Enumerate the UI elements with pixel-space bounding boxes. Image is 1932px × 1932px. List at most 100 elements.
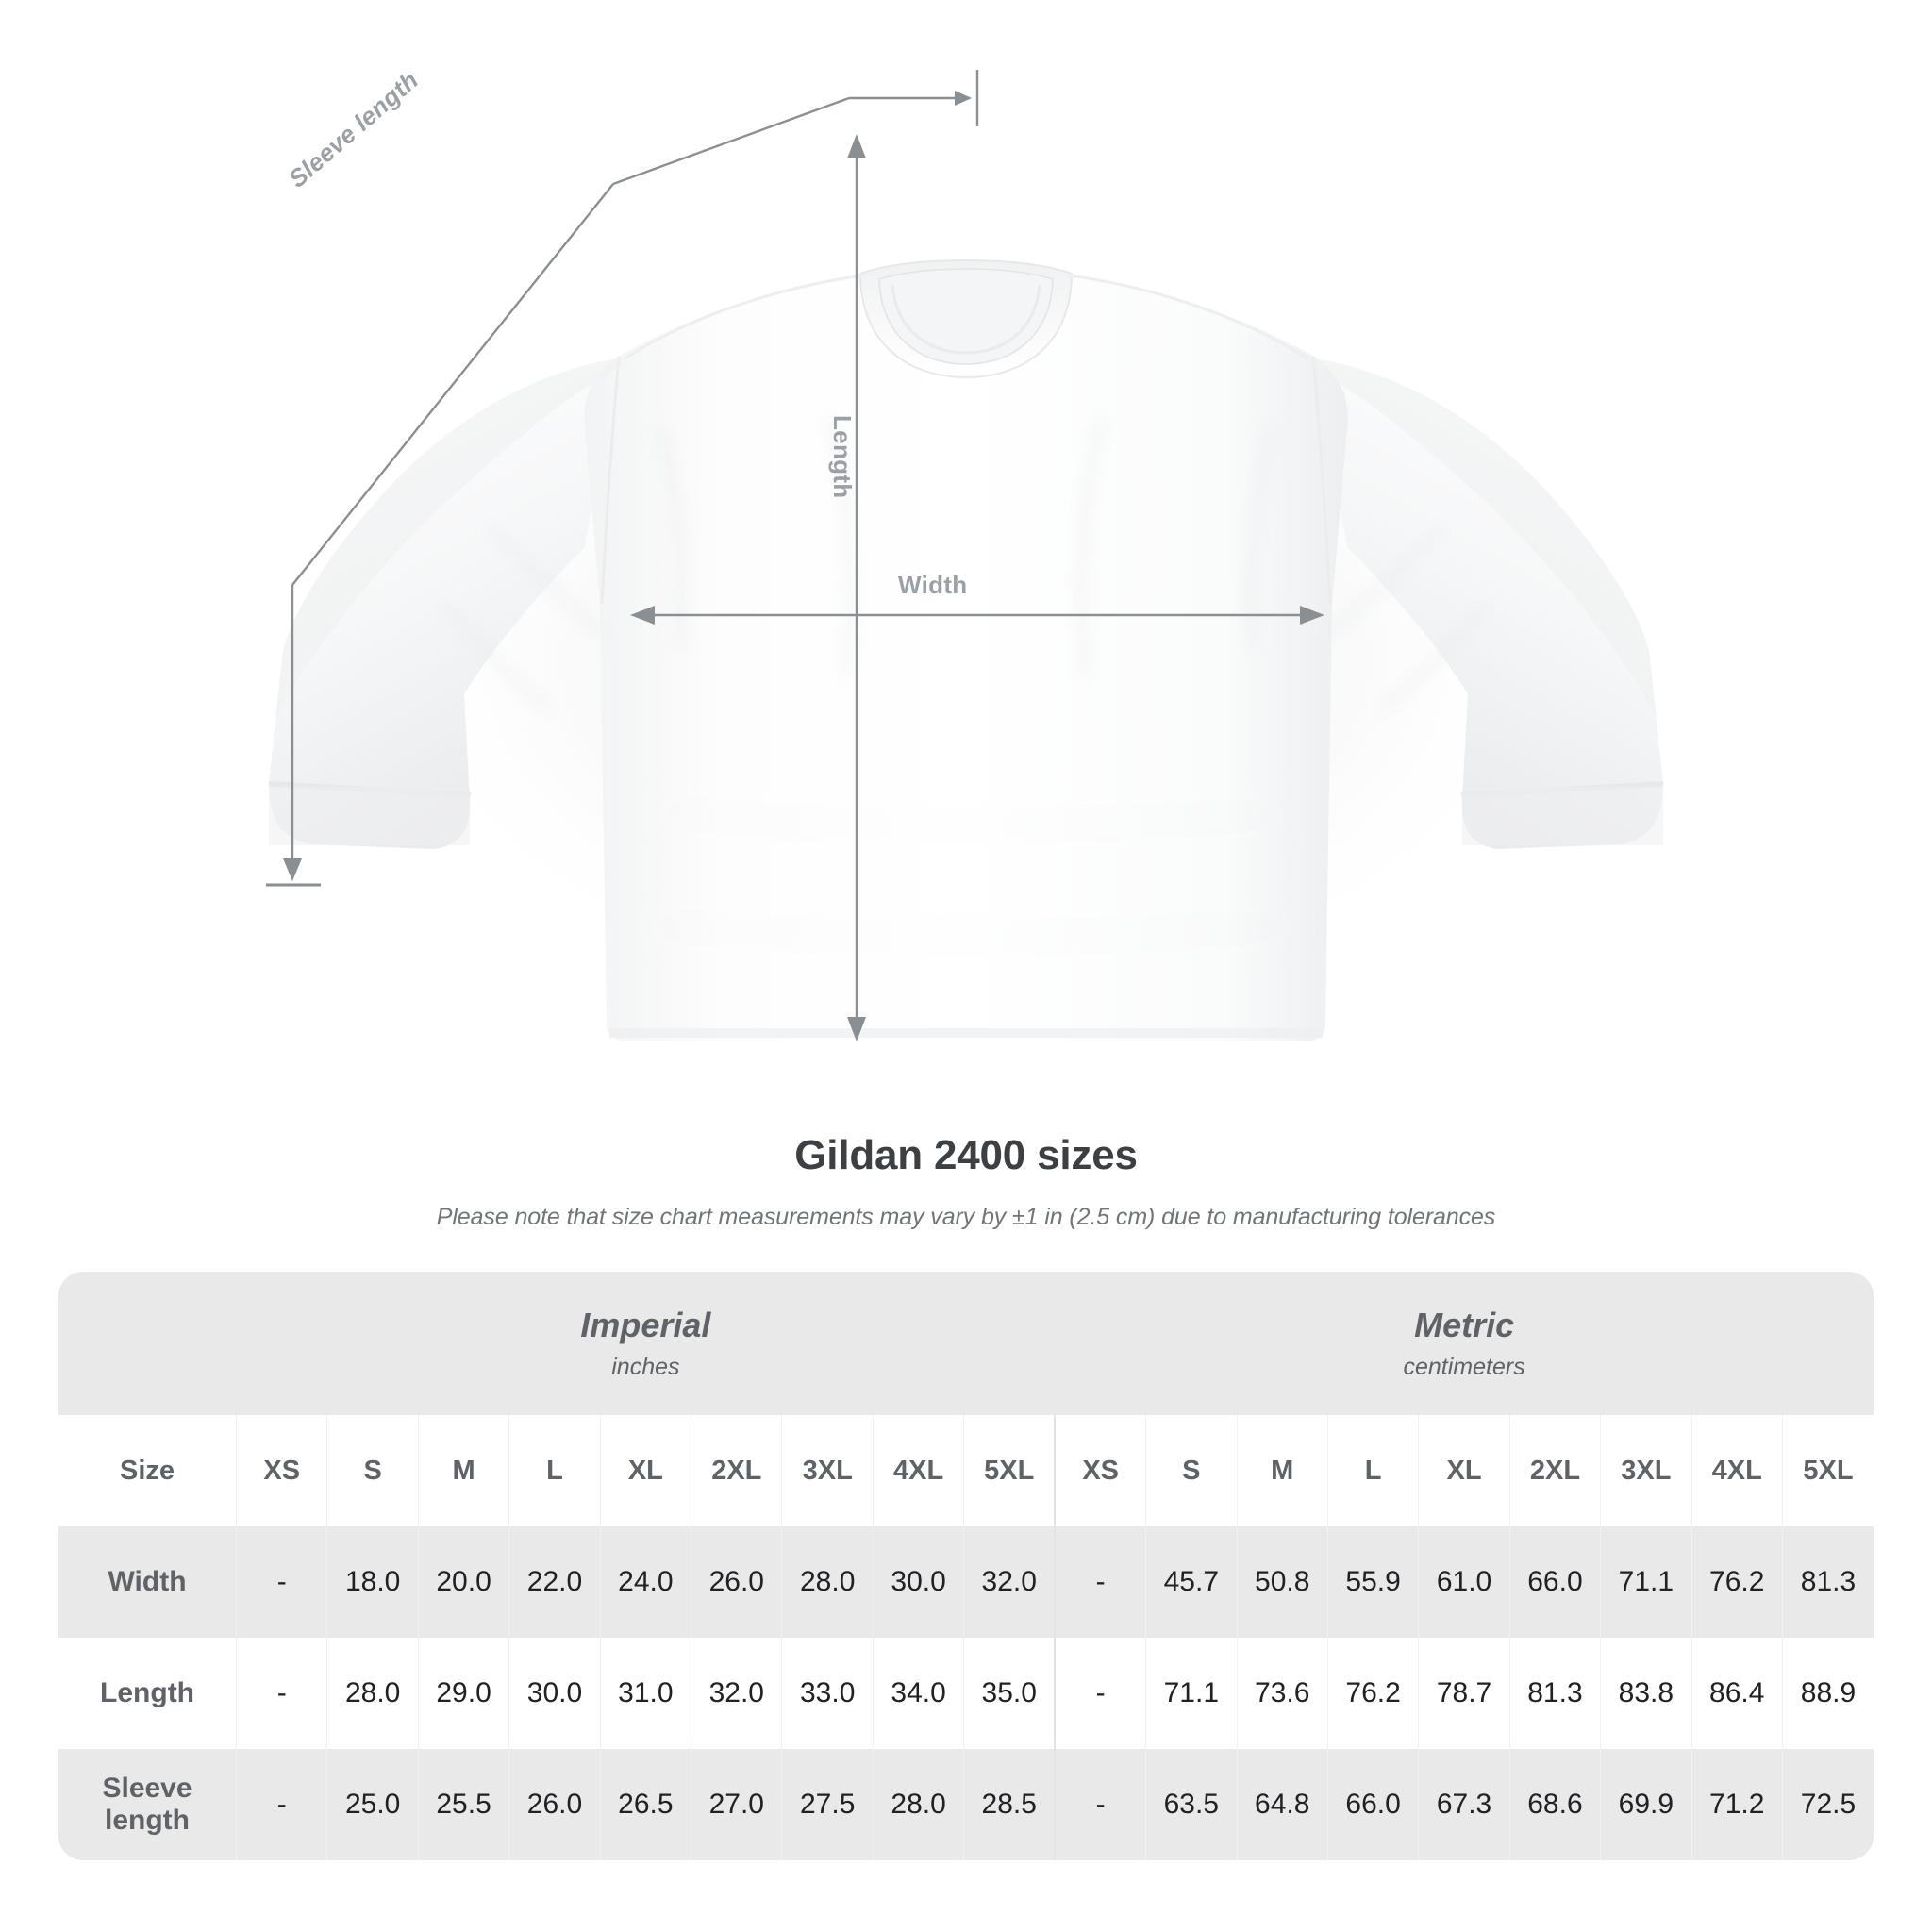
cell-sleeve-length-metric-s: 63.5 (1145, 1749, 1238, 1860)
cell-width-metric-2xl: 66.0 (1509, 1526, 1602, 1638)
cell-length-metric-3xl: 83.8 (1600, 1638, 1692, 1749)
unit-section-imperial: Imperial inches (236, 1272, 1056, 1415)
cell-sleeve-length-metric-3xl: 69.9 (1600, 1749, 1692, 1860)
cell-sleeve-length-metric-xl: 67.3 (1418, 1749, 1510, 1860)
unit-section-sub: inches (611, 1354, 680, 1381)
size-header-metric-2xl: 2XL (1509, 1415, 1602, 1526)
size-header-metric-xs: XS (1055, 1415, 1147, 1526)
cell-width-imperial-s: 18.0 (326, 1526, 419, 1638)
shirt-shape (269, 258, 1663, 1041)
cell-sleeve-length-imperial-4xl: 28.0 (873, 1749, 965, 1860)
garment-diagram-svg (266, 70, 1663, 1041)
cell-width-imperial-xl: 24.0 (600, 1526, 692, 1638)
cell-length-imperial-5xl: 35.0 (963, 1638, 1057, 1749)
cell-sleeve-length-imperial-2xl: 27.0 (691, 1749, 783, 1860)
title-block: Gildan 2400 sizes Please note that size … (0, 1132, 1932, 1231)
cell-length-imperial-s: 28.0 (326, 1638, 419, 1749)
cell-sleeve-length-imperial-xs: - (236, 1749, 328, 1860)
unit-section-metric: Metric centimeters (1055, 1272, 1874, 1415)
cell-sleeve-length-imperial-3xl: 27.5 (781, 1749, 874, 1860)
cell-sleeve-length-metric-5xl: 72.5 (1782, 1749, 1874, 1860)
cell-length-metric-4xl: 86.4 (1691, 1638, 1783, 1749)
cell-width-metric-xs: - (1055, 1526, 1147, 1638)
size-header-imperial-xl: XL (600, 1415, 692, 1526)
size-header-imperial-5xl: 5XL (963, 1415, 1057, 1526)
cell-width-imperial-5xl: 32.0 (963, 1526, 1057, 1638)
size-header-metric-5xl: 5XL (1782, 1415, 1874, 1526)
cell-sleeve-length-metric-4xl: 71.2 (1691, 1749, 1783, 1860)
cell-width-imperial-l: 22.0 (508, 1526, 601, 1638)
page-subtitle: Please note that size chart measurements… (436, 1204, 1496, 1230)
cell-length-metric-l: 76.2 (1327, 1638, 1420, 1749)
size-header-imperial-2xl: 2XL (691, 1415, 783, 1526)
cell-sleeve-length-imperial-l: 26.0 (508, 1749, 601, 1860)
width-measure-label: Width (898, 571, 968, 599)
cell-length-metric-m: 73.6 (1237, 1638, 1328, 1749)
cell-width-imperial-4xl: 30.0 (873, 1526, 965, 1638)
size-header-row: Size XS S M L XL 2XL 3XL 4XL 5XL XS S M L XL 2XL 3XL 4XL 5… (58, 1415, 1874, 1526)
row-label-sleeve-length: Sleeve length (58, 1749, 238, 1860)
unit-section-name: Imperial (580, 1305, 711, 1344)
cell-width-imperial-3xl: 28.0 (781, 1526, 874, 1638)
cell-sleeve-length-imperial-xl: 26.5 (600, 1749, 692, 1860)
cell-width-imperial-2xl: 26.0 (691, 1526, 783, 1638)
size-header-metric-l: L (1327, 1415, 1420, 1526)
cell-length-metric-5xl: 88.9 (1782, 1638, 1874, 1749)
size-header-imperial-xs: XS (236, 1415, 328, 1526)
size-header-label: Size (58, 1415, 238, 1526)
size-header-imperial-l: L (508, 1415, 601, 1526)
cell-width-metric-s: 45.7 (1145, 1526, 1238, 1638)
cell-width-metric-l: 55.9 (1327, 1526, 1420, 1638)
size-header-metric-s: S (1145, 1415, 1238, 1526)
cell-length-metric-xl: 78.7 (1418, 1638, 1510, 1749)
cell-length-imperial-2xl: 32.0 (691, 1638, 783, 1749)
size-header-imperial-m: M (418, 1415, 510, 1526)
size-chart-table: Imperial inches Metric centimeters Size XS S M L… (58, 1272, 1874, 1860)
cell-width-metric-4xl: 76.2 (1691, 1526, 1783, 1638)
cell-sleeve-length-imperial-m: 25.5 (418, 1749, 510, 1860)
size-header-imperial-4xl: 4XL (873, 1415, 965, 1526)
unit-section-name: Metric (1414, 1305, 1515, 1344)
measurement-guides (266, 70, 1324, 1041)
cell-width-metric-5xl: 81.3 (1782, 1526, 1874, 1638)
cell-width-metric-3xl: 71.1 (1600, 1526, 1692, 1638)
cell-sleeve-length-imperial-s: 25.0 (326, 1749, 419, 1860)
cell-length-imperial-4xl: 34.0 (873, 1638, 965, 1749)
unit-section-sub: centimeters (1403, 1354, 1525, 1381)
cell-length-imperial-m: 29.0 (418, 1638, 510, 1749)
page-title: Gildan 2400 sizes (794, 1132, 1138, 1178)
cell-length-imperial-l: 30.0 (508, 1638, 601, 1749)
garment-illustration: Sleeve length Length Width (266, 65, 1663, 1041)
cell-width-imperial-m: 20.0 (418, 1526, 510, 1638)
cell-sleeve-length-metric-m: 64.8 (1237, 1749, 1328, 1860)
cell-sleeve-length-imperial-5xl: 28.5 (963, 1749, 1057, 1860)
size-header-metric-4xl: 4XL (1691, 1415, 1783, 1526)
row-label-length: Length (58, 1638, 238, 1749)
cell-length-imperial-xs: - (236, 1638, 328, 1749)
row-label-width: Width (58, 1526, 238, 1638)
cell-length-imperial-xl: 31.0 (600, 1638, 692, 1749)
cell-width-metric-m: 50.8 (1237, 1526, 1328, 1638)
cell-width-imperial-xs: - (236, 1526, 328, 1638)
size-header-imperial-3xl: 3XL (781, 1415, 874, 1526)
unit-banner-row: Imperial inches Metric centimeters (58, 1272, 1874, 1415)
length-measure-label: Length (828, 415, 857, 499)
unit-banner-spacer (58, 1272, 237, 1415)
size-header-metric-xl: XL (1418, 1415, 1510, 1526)
table-row: Width -18.0 20.0 22.0 24.0 26.0 28.0 30.0 32.0-4… (58, 1526, 1874, 1638)
cell-sleeve-length-metric-xs: - (1055, 1749, 1147, 1860)
size-chart-table-wrapper: Imperial inches Metric centimeters Size XS S M L… (58, 1272, 1874, 1860)
cell-length-metric-s: 71.1 (1145, 1638, 1238, 1749)
cell-length-metric-xs: - (1055, 1638, 1147, 1749)
size-header-metric-3xl: 3XL (1600, 1415, 1692, 1526)
table-row: Sleeve length -25.0 25.5 26.0 26.5 27.0 27.5 28… (58, 1749, 1874, 1860)
cell-length-metric-2xl: 81.3 (1509, 1638, 1602, 1749)
cell-sleeve-length-metric-l: 66.0 (1327, 1749, 1420, 1860)
size-header-metric-m: M (1237, 1415, 1328, 1526)
table-row: Length -28.0 29.0 30.0 31.0 32.0 33.0 34.0 35.0-… (58, 1638, 1874, 1749)
cell-length-imperial-3xl: 33.0 (781, 1638, 874, 1749)
size-header-imperial-s: S (326, 1415, 419, 1526)
cell-width-metric-xl: 61.0 (1418, 1526, 1510, 1638)
cell-sleeve-length-metric-2xl: 68.6 (1509, 1749, 1602, 1860)
